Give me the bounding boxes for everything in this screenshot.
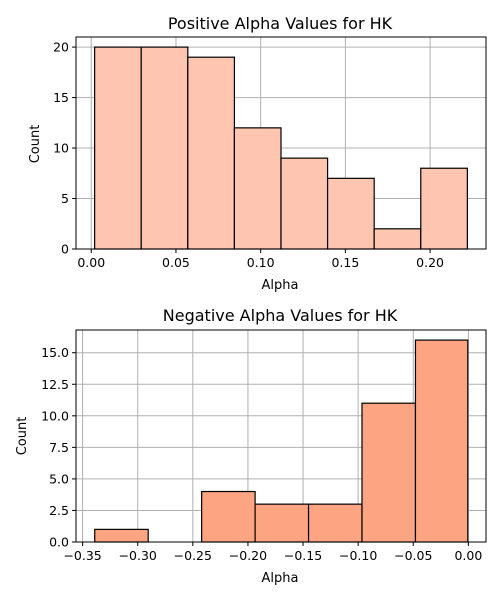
x-tick-label: −0.10 <box>339 548 377 563</box>
y-axis-label: Count <box>15 417 30 456</box>
histogram-bar <box>140 46 189 250</box>
x-tick-label: 0.20 <box>416 255 444 270</box>
x-axis-label: Alpha <box>262 278 299 293</box>
negative-alpha-histogram: Negative Alpha Values for HK −0.35 −0.30 −… <box>15 306 487 586</box>
y-tick-label: 0 <box>61 242 69 257</box>
histogram-bar <box>326 177 375 250</box>
plot-frame <box>75 329 487 543</box>
histogram-bar <box>233 127 282 250</box>
histogram-bar <box>373 228 422 250</box>
x-tick-label: −0.15 <box>284 548 322 563</box>
y-axis-label: Count <box>28 125 43 164</box>
y-tick-label: 15 <box>53 90 69 105</box>
histogram-bar <box>254 503 310 543</box>
x-tick-label: 0.05 <box>162 255 190 270</box>
x-tick-label: −0.25 <box>174 548 212 563</box>
histogram-bar <box>201 490 256 543</box>
y-tick-label: 10 <box>53 141 69 156</box>
plot-frame <box>75 36 487 250</box>
x-tick-label: −0.30 <box>119 548 157 563</box>
histogram-bar <box>280 157 329 250</box>
x-tick-label: 0.00 <box>454 548 482 563</box>
y-tick-label: 10.0 <box>41 408 69 423</box>
y-tick-label: 7.5 <box>49 440 69 455</box>
x-tick-label: 0.00 <box>77 255 105 270</box>
y-tick-label: 5.0 <box>49 471 69 486</box>
y-tick-label: 2.5 <box>49 503 69 518</box>
histogram-bar <box>361 402 417 543</box>
histogram-bar <box>94 528 149 543</box>
y-tick-label: 5 <box>61 191 69 206</box>
histogram-bar <box>94 46 142 250</box>
chart-title: Positive Alpha Values for HK <box>168 14 393 33</box>
x-axis-label: Alpha <box>262 571 299 586</box>
x-tick-label: 0.10 <box>247 255 275 270</box>
x-tick-label: −0.20 <box>229 548 267 563</box>
histogram-bar <box>420 167 468 250</box>
x-tick-label: 0.15 <box>331 255 359 270</box>
histogram-bar <box>414 339 469 543</box>
x-tick-label: −0.05 <box>394 548 432 563</box>
histogram-bar <box>307 503 363 543</box>
y-tick-label: 20 <box>53 40 69 55</box>
y-tick-label: 15.0 <box>41 345 69 360</box>
positive-alpha-histogram: Positive Alpha Values for HK 0.00 0.05 0.1… <box>28 14 487 293</box>
chart-title: Negative Alpha Values for HK <box>163 306 398 325</box>
y-tick-label: 12.5 <box>41 377 69 392</box>
x-tick-label: −0.35 <box>63 548 101 563</box>
y-tick-label: 0.0 <box>49 535 69 550</box>
histogram-bar <box>187 56 236 250</box>
